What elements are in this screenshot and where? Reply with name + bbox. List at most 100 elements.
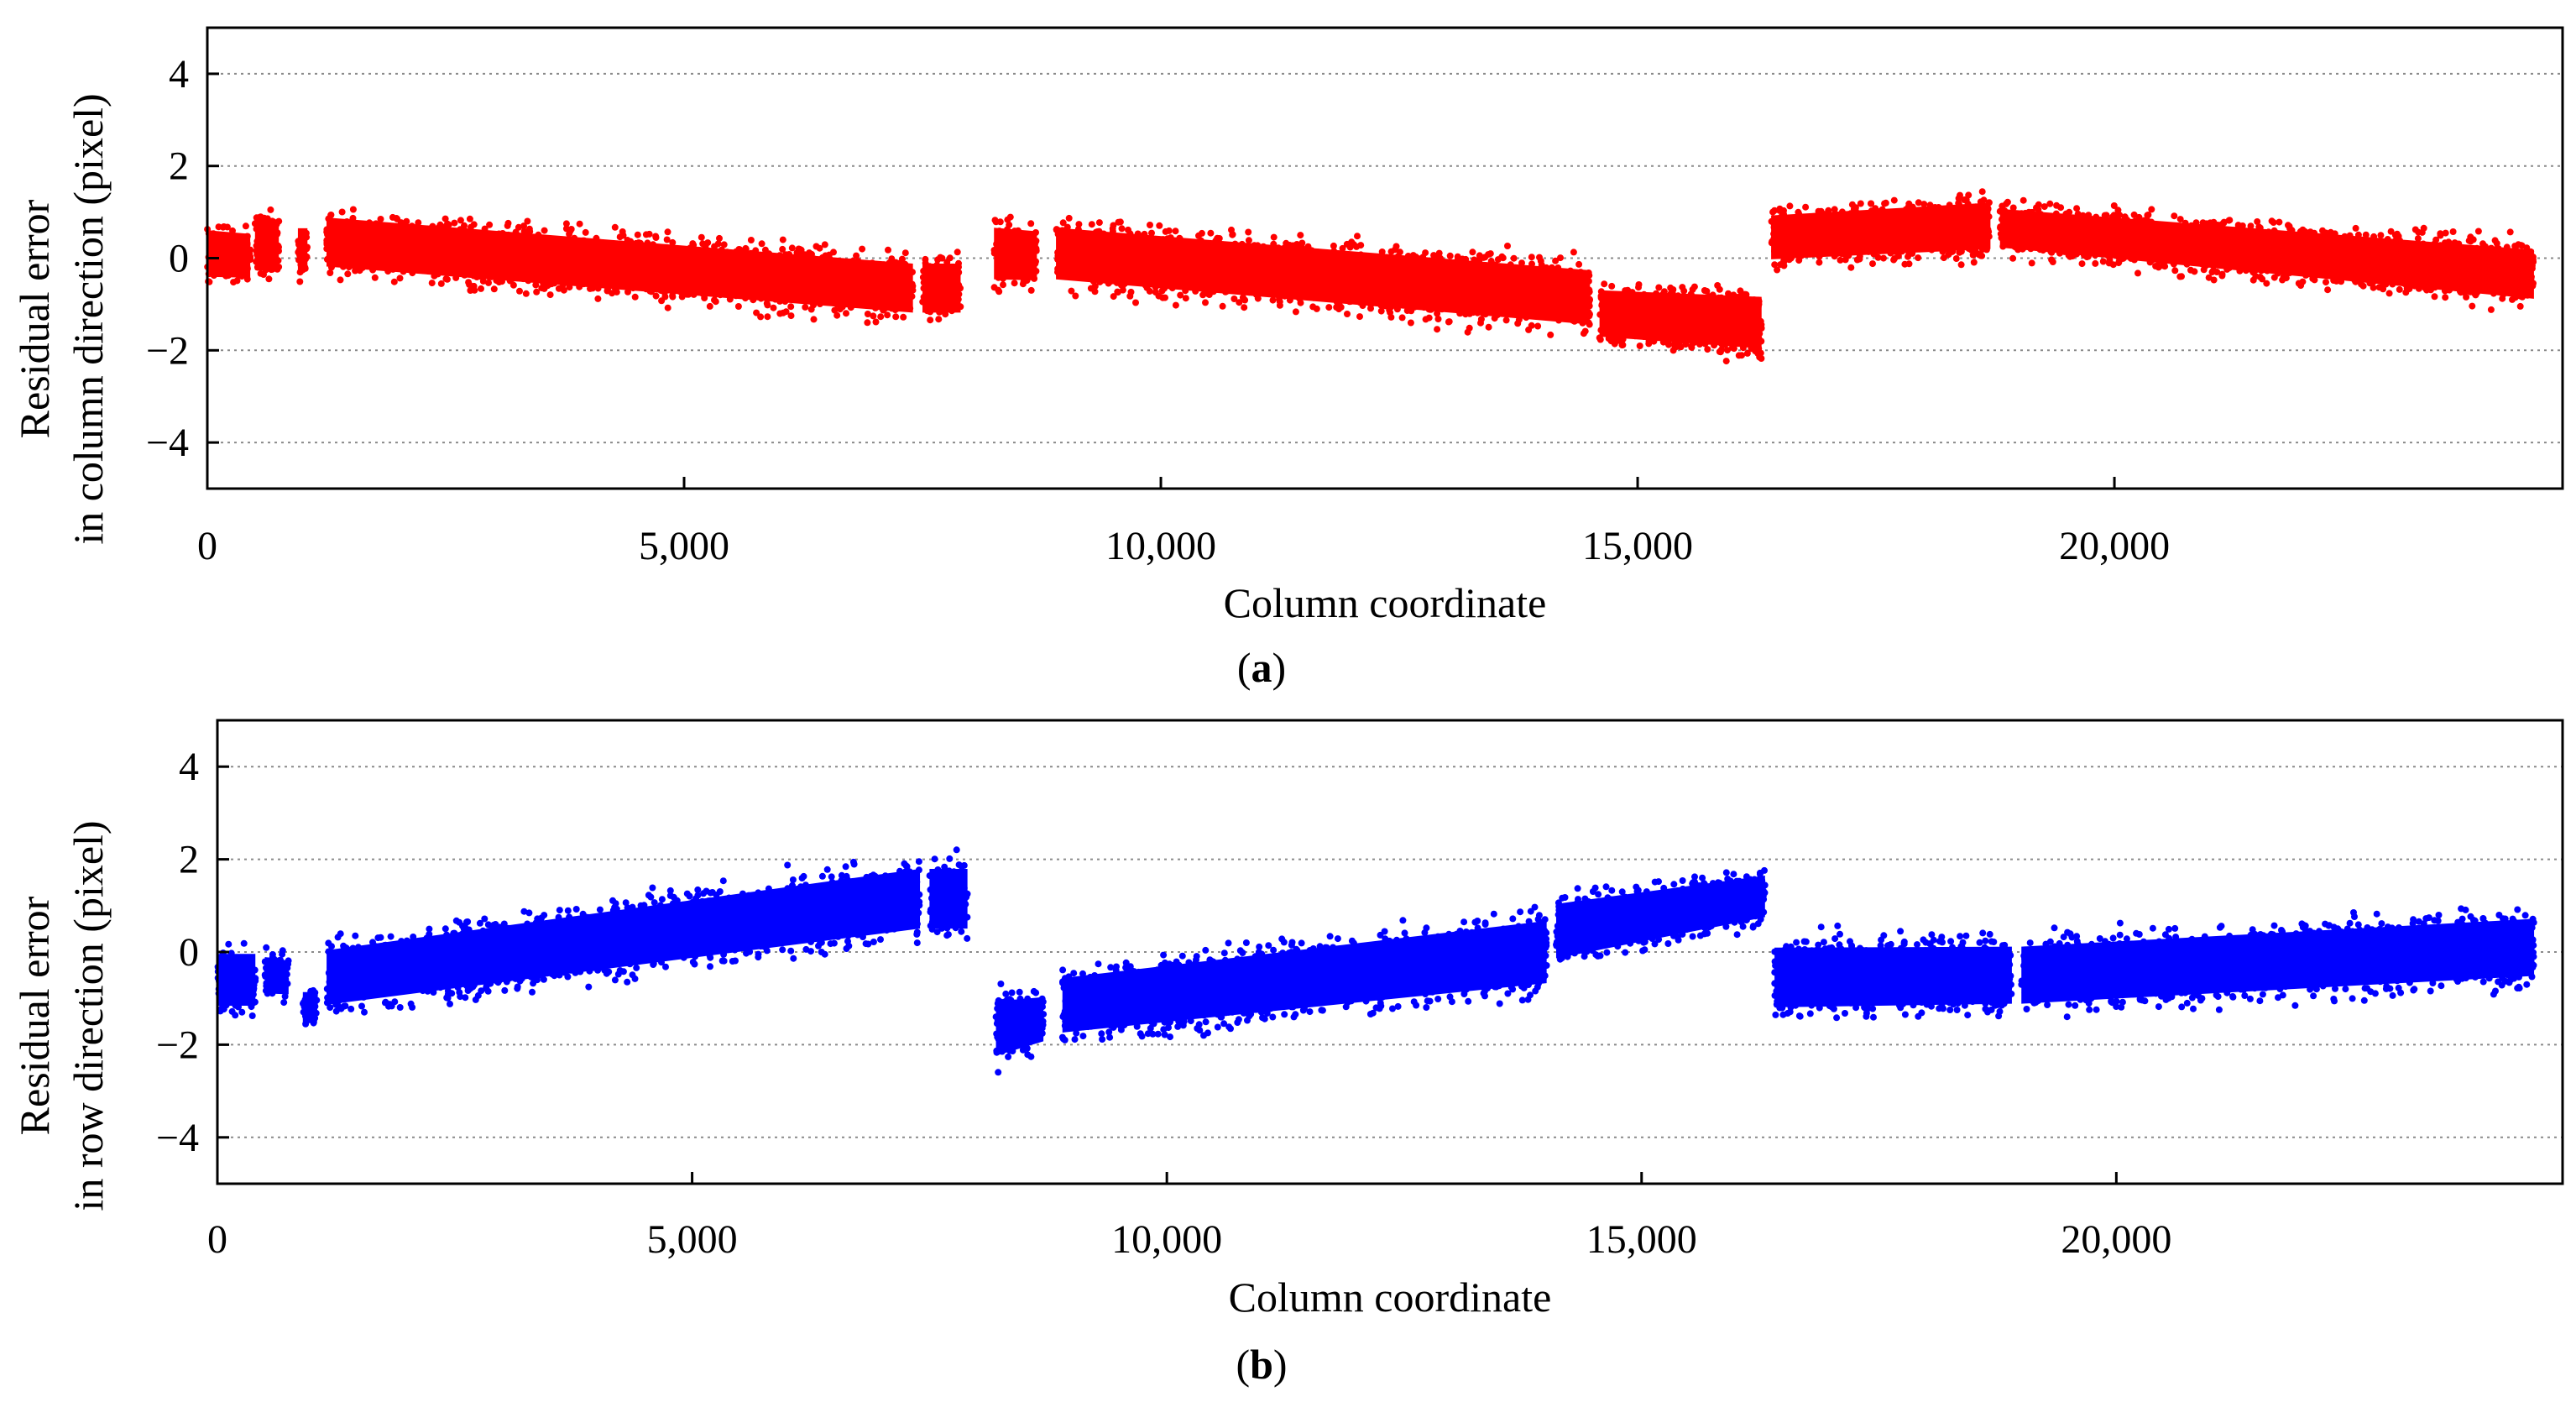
scatter-point bbox=[788, 244, 796, 252]
scatter-point bbox=[1147, 222, 1153, 228]
scatter-point bbox=[1270, 233, 1278, 241]
scatter-point bbox=[1095, 219, 1103, 227]
scatter-point bbox=[698, 233, 705, 241]
scatter-point bbox=[1199, 291, 1207, 299]
scatter-point bbox=[1109, 225, 1116, 233]
scatter-point bbox=[1000, 281, 1006, 289]
scatter-point bbox=[954, 248, 961, 256]
scatter-point bbox=[843, 310, 849, 317]
scatter-point bbox=[934, 256, 942, 264]
scatter-point bbox=[1337, 303, 1345, 311]
scatter-point bbox=[946, 254, 954, 262]
scatter-point bbox=[327, 269, 334, 276]
scatter-point bbox=[1065, 214, 1073, 222]
scatter-point bbox=[516, 287, 523, 295]
scatter-point bbox=[1231, 296, 1238, 302]
scatter-point bbox=[1580, 330, 1587, 337]
scatter-point bbox=[533, 288, 541, 296]
scatter-point bbox=[337, 276, 344, 284]
scatter-point bbox=[634, 231, 641, 238]
scatter-point bbox=[1502, 316, 1510, 324]
scatter-point bbox=[1494, 256, 1502, 264]
scatter-point bbox=[888, 255, 896, 263]
scatter-point bbox=[396, 275, 404, 282]
scatter-point bbox=[859, 245, 866, 253]
scatter-point bbox=[1601, 280, 1608, 288]
scatter-point bbox=[1087, 285, 1095, 292]
scatter-point bbox=[1575, 260, 1583, 268]
scatter-point bbox=[802, 303, 809, 311]
scatter-point bbox=[1377, 307, 1385, 315]
scatter-point bbox=[1354, 233, 1361, 240]
scatter-point bbox=[1172, 301, 1179, 309]
scatter-point bbox=[377, 216, 384, 222]
scatter-point bbox=[1325, 304, 1333, 311]
scatter-point bbox=[1126, 292, 1134, 300]
scatter-point bbox=[1297, 299, 1304, 306]
scatter-point bbox=[992, 218, 1000, 226]
scatter-point bbox=[466, 215, 473, 222]
scatter-point bbox=[486, 221, 494, 228]
scatter-point bbox=[664, 228, 671, 236]
scatter-point bbox=[509, 281, 517, 289]
scatter-point bbox=[853, 252, 860, 259]
scatter-point bbox=[780, 309, 786, 316]
scatter-point bbox=[1245, 237, 1252, 244]
scatter-point bbox=[562, 225, 570, 233]
scatter-point bbox=[900, 313, 907, 321]
scatter-point bbox=[779, 245, 786, 253]
scatter-point bbox=[1510, 254, 1518, 262]
scatter-point bbox=[1115, 289, 1121, 296]
scatter-point bbox=[990, 284, 998, 291]
scatter-density-core bbox=[254, 218, 280, 271]
scatter-point bbox=[478, 285, 484, 292]
scatter-point bbox=[522, 290, 530, 297]
scatter-point bbox=[1132, 299, 1139, 306]
scatter-point bbox=[658, 297, 666, 305]
scatter-point bbox=[927, 316, 934, 324]
scatter-point bbox=[877, 313, 885, 321]
scatter-point bbox=[1481, 254, 1489, 261]
scatter-point bbox=[296, 278, 304, 285]
scatter-point bbox=[787, 303, 795, 311]
scatter-point bbox=[338, 208, 346, 216]
panel-a-points bbox=[204, 188, 2537, 365]
scatter-point bbox=[546, 291, 554, 299]
scatter-density-core bbox=[994, 228, 1037, 280]
scatter-point bbox=[764, 301, 771, 309]
scatter-point bbox=[485, 279, 492, 286]
scatter-point bbox=[344, 270, 352, 278]
scatter-point bbox=[1348, 238, 1356, 246]
scatter-point bbox=[390, 278, 398, 285]
scatter-point bbox=[1088, 221, 1095, 228]
scatter-point bbox=[1425, 314, 1433, 322]
scatter-point bbox=[631, 293, 639, 301]
scatter-point bbox=[1344, 311, 1351, 317]
scatter-density-core bbox=[1056, 228, 1591, 325]
scatter-point bbox=[1528, 254, 1535, 261]
scatter-point bbox=[833, 311, 841, 319]
scatter-point bbox=[457, 217, 464, 224]
scatter-point bbox=[1504, 243, 1511, 249]
scatter-point bbox=[1466, 324, 1473, 332]
scatter-point bbox=[541, 227, 548, 234]
scatter-point bbox=[1241, 296, 1249, 304]
scatter-point bbox=[1011, 280, 1018, 287]
scatter-point bbox=[576, 220, 583, 228]
scatter-point bbox=[770, 304, 777, 311]
scatter-point bbox=[706, 302, 713, 310]
scatter-point bbox=[642, 231, 650, 238]
scatter-point bbox=[1219, 302, 1226, 310]
scatter-point bbox=[810, 316, 818, 323]
scatter-point bbox=[242, 222, 249, 230]
scatter-point bbox=[758, 240, 765, 248]
scatter-point bbox=[520, 222, 527, 230]
scatter-point bbox=[779, 236, 786, 243]
scatter-point bbox=[1202, 299, 1209, 306]
scatter-point bbox=[470, 282, 478, 290]
scatter-point bbox=[1004, 216, 1011, 223]
scatter-point bbox=[442, 215, 449, 222]
scatter-point bbox=[437, 280, 445, 287]
scatter-point bbox=[757, 313, 765, 321]
scatter-point bbox=[1158, 287, 1166, 295]
